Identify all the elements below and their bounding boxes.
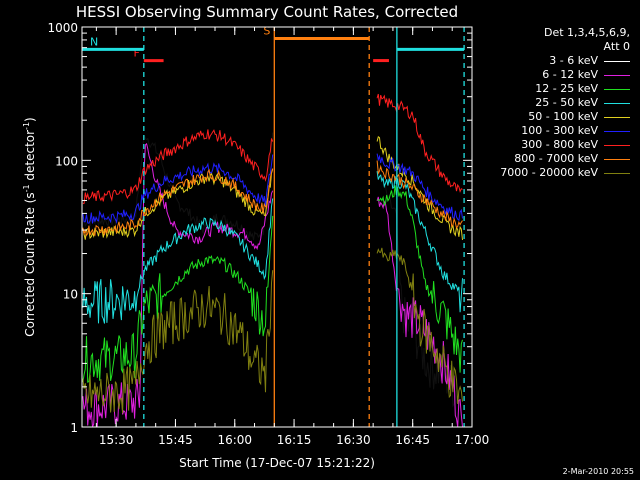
legend-swatch xyxy=(604,61,630,62)
legend-label: 100 - 300 keV xyxy=(521,124,598,137)
legend-detectors: Det 1,3,4,5,6,9, xyxy=(543,26,630,39)
x-tick-label-6: 17:00 xyxy=(455,433,490,447)
y-tick-label-1: 10 xyxy=(63,288,78,302)
series-4 xyxy=(82,135,463,241)
legend-item-2: 12 - 25 keV xyxy=(480,82,630,96)
legend-label: 25 - 50 keV xyxy=(535,96,598,109)
y-tick-label-0: 1 xyxy=(70,421,78,435)
y-tick-label-3: 1000 xyxy=(47,21,78,35)
series-6-line-1 xyxy=(376,93,463,193)
legend-item-7: 800 - 7000 keV xyxy=(480,152,630,166)
series-8 xyxy=(82,247,463,414)
series-2-line-0 xyxy=(82,215,274,383)
legend-label: 3 - 6 keV xyxy=(549,54,598,67)
x-tick-label-5: 16:45 xyxy=(395,433,430,447)
flag-label-0: F xyxy=(133,47,139,60)
legend-label: 12 - 25 keV xyxy=(535,82,598,95)
legend-swatch xyxy=(604,131,630,132)
plot-area: F N S xyxy=(82,24,465,428)
legend-label: 50 - 100 keV xyxy=(528,110,598,123)
y-axis-label: Corrected Count Rate (s-1 detector-1) xyxy=(22,117,37,336)
legend-swatch xyxy=(604,117,630,118)
legend-swatch xyxy=(604,89,630,90)
series-2-line-1 xyxy=(376,185,463,373)
series-5-line-0 xyxy=(82,154,274,225)
x-axis-label: Start Time (17-Dec-07 15:21:22) xyxy=(179,456,375,470)
legend-item-8: 7000 - 20000 keV xyxy=(480,166,630,180)
series-6 xyxy=(82,93,463,205)
legend-swatch xyxy=(604,103,630,104)
x-tick-label-1: 15:45 xyxy=(158,433,193,447)
series-7-line-0 xyxy=(82,168,274,237)
legend-label: 300 - 800 keV xyxy=(521,138,598,151)
y-tick-label-2: 100 xyxy=(55,154,78,168)
series-1-line-1 xyxy=(376,196,463,428)
legend-item-3: 25 - 50 keV xyxy=(480,96,630,110)
legend-item-0: 3 - 6 keV xyxy=(480,54,630,68)
legend: Det 1,3,4,5,6,9, Att 0 3 - 6 keV 6 - 12 k… xyxy=(480,26,630,180)
legend-attenuator: Att 0 xyxy=(603,40,630,53)
series-2 xyxy=(82,185,463,383)
legend-label: 6 - 12 keV xyxy=(542,68,598,81)
x-tick-label-4: 16:30 xyxy=(336,433,371,447)
legend-label: 800 - 7000 keV xyxy=(514,152,598,165)
x-tick-label-2: 16:00 xyxy=(217,433,252,447)
generation-timestamp: 2-Mar-2010 20:55 xyxy=(562,467,634,476)
legend-swatch xyxy=(604,75,630,76)
legend-item-5: 100 - 300 keV xyxy=(480,124,630,138)
series-7-line-1 xyxy=(376,160,463,229)
series-1-line-0 xyxy=(82,142,274,428)
plot-frame xyxy=(81,26,473,428)
legend-item-4: 50 - 100 keV xyxy=(480,110,630,124)
legend-item-6: 300 - 800 keV xyxy=(480,138,630,152)
legend-swatch xyxy=(604,145,630,146)
chart-title: HESSI Observing Summary Count Rates, Cor… xyxy=(76,3,458,21)
series-3-line-0 xyxy=(82,198,274,324)
legend-label: 7000 - 20000 keV xyxy=(500,166,598,179)
series-6-line-0 xyxy=(82,129,274,205)
series-8-line-0 xyxy=(82,270,274,414)
series-5 xyxy=(82,153,463,225)
series-8-line-1 xyxy=(376,247,463,405)
series-7 xyxy=(82,160,463,237)
series-4-line-1 xyxy=(376,135,463,241)
flag-label-2: S xyxy=(263,24,270,37)
axis-ticks: 15:30 15:45 16:00 16:15 16:30 16:45 17:00 1 10 10… xyxy=(47,21,489,447)
legend-swatch xyxy=(604,159,630,160)
x-tick-label-3: 16:15 xyxy=(277,433,312,447)
series-5-line-1 xyxy=(376,153,463,222)
legend-item-1: 6 - 12 keV xyxy=(480,68,630,82)
flag-label-1: N xyxy=(90,35,98,48)
x-tick-label-0: 15:30 xyxy=(99,433,134,447)
legend-swatch xyxy=(604,173,630,174)
